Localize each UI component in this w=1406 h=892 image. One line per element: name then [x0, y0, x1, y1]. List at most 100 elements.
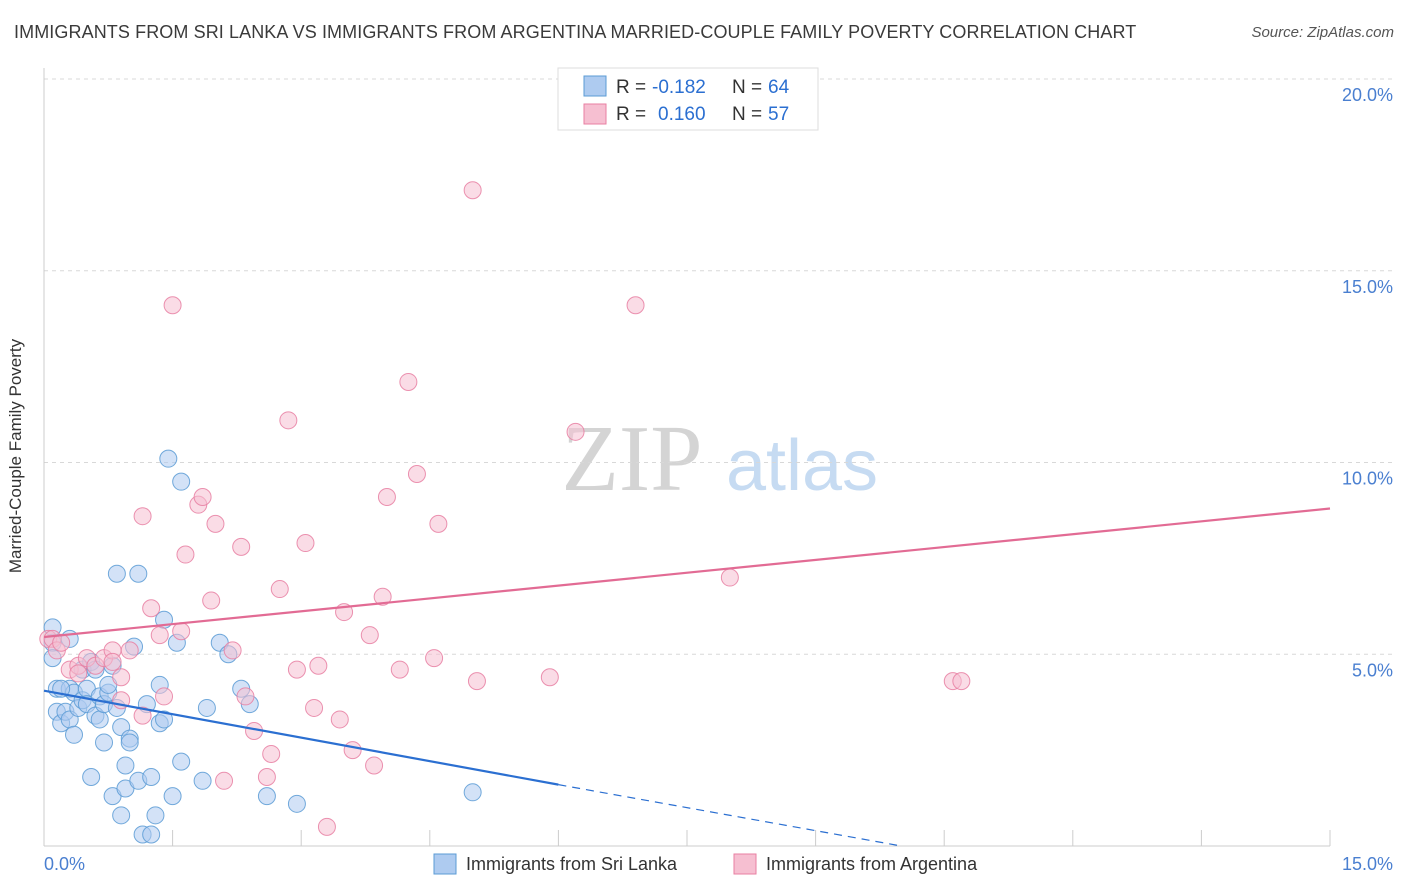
sri-lanka-point-35 [120, 733, 139, 752]
sri-lanka-point-41 [142, 767, 161, 786]
argentina-point-55 [540, 668, 559, 687]
argentina-point-54 [467, 672, 486, 691]
trend-line-sri-lanka [43, 689, 559, 786]
argentina-point-14 [120, 641, 139, 660]
legend-r-label-1: R = [616, 77, 646, 98]
sri-lanka-point-22 [95, 733, 114, 752]
argentina-point-56 [566, 422, 585, 441]
argentina-point-49 [399, 372, 418, 391]
sri-lanka-point-51 [172, 472, 191, 491]
argentina-point-32 [257, 767, 276, 786]
argentina-point-21 [172, 622, 191, 641]
series-argentina-points [39, 181, 971, 836]
argentina-point-57 [626, 296, 645, 315]
legend-n-value-1: 64 [768, 77, 790, 98]
argentina-point-33 [262, 744, 281, 763]
argentina-point-15 [133, 706, 152, 725]
sri-lanka-point-21 [90, 710, 109, 729]
argentina-point-43 [343, 741, 362, 760]
argentina-point-60 [952, 672, 971, 691]
y-tick-label-1: 10.0% [1342, 469, 1393, 489]
legend-swatch-sri-lanka [583, 75, 607, 97]
sri-lanka-point-49 [163, 787, 182, 806]
sri-lanka-point-10 [65, 725, 84, 744]
sri-lanka-point-42 [142, 825, 161, 844]
argentina-point-26 [206, 514, 225, 533]
argentina-point-53 [463, 181, 482, 200]
sri-lanka-point-43 [146, 806, 165, 825]
argentina-point-18 [150, 626, 169, 645]
argentina-point-34 [270, 580, 289, 599]
legend-r-value-2: 0.160 [658, 104, 706, 125]
argentina-point-50 [407, 465, 426, 484]
legend-swatch-argentina [583, 103, 607, 125]
argentina-point-6 [69, 664, 88, 683]
trend-lines [43, 507, 1331, 847]
sri-lanka-point-52 [172, 752, 191, 771]
sri-lanka-point-28 [107, 564, 126, 583]
sri-lanka-point-53 [193, 771, 212, 790]
trend-line-argentina [43, 507, 1331, 639]
chart-title: IMMIGRANTS FROM SRI LANKA VS IMMIGRANTS … [14, 22, 1137, 42]
argentina-point-27 [215, 771, 234, 790]
argentina-point-41 [330, 710, 349, 729]
argentina-point-51 [425, 649, 444, 668]
legend-n-label-1: N = [732, 77, 762, 98]
argentina-point-58 [720, 568, 739, 587]
sri-lanka-point-54 [197, 698, 216, 717]
bottom-legend-swatch-sri-lanka [433, 853, 457, 875]
y-tick-label-2: 15.0% [1342, 277, 1393, 297]
legend-r-label-2: R = [616, 104, 646, 125]
source-label: Source: ZipAtlas.com [1251, 24, 1394, 41]
argentina-point-16 [133, 507, 152, 526]
argentina-point-19 [155, 687, 174, 706]
argentina-point-48 [390, 660, 409, 679]
sri-lanka-point-47 [155, 710, 174, 729]
series-legend: Immigrants from Sri Lanka Immigrants fro… [433, 853, 978, 875]
legend-r-value-1: -0.182 [652, 77, 706, 98]
sri-lanka-point-30 [112, 806, 131, 825]
argentina-point-35 [279, 411, 298, 430]
sri-lanka-point-60 [287, 794, 306, 813]
sri-lanka-point-48 [159, 449, 178, 468]
gridlines [44, 78, 1394, 655]
argentina-point-40 [317, 817, 336, 836]
y-tick-label-0: 5.0% [1352, 660, 1393, 680]
argentina-point-24 [193, 488, 212, 507]
x-tick-label-0: 0.0% [44, 854, 85, 874]
x-tick-label-1: 15.0% [1342, 854, 1393, 874]
argentina-point-47 [377, 488, 396, 507]
argentina-point-39 [309, 656, 328, 675]
argentina-point-29 [232, 537, 251, 556]
bottom-legend-label-argentina: Immigrants from Argentina [766, 854, 978, 874]
argentina-point-37 [296, 534, 315, 553]
stats-legend: R = -0.182 N = 64 R = 0.160 N = 57 [557, 67, 819, 131]
trend-line-sri-lanka-extension [558, 784, 902, 847]
sri-lanka-point-33 [116, 756, 135, 775]
argentina-point-52 [429, 514, 448, 533]
argentina-point-17 [142, 599, 161, 618]
argentina-point-36 [287, 660, 306, 679]
bottom-legend-label-sri-lanka: Immigrants from Sri Lanka [466, 854, 678, 874]
watermark-zip: ZIP [562, 407, 703, 511]
argentina-point-44 [360, 626, 379, 645]
sri-lanka-point-59 [257, 787, 276, 806]
argentina-point-22 [176, 545, 195, 564]
argentina-point-20 [163, 296, 182, 315]
argentina-point-13 [112, 668, 131, 687]
argentina-point-46 [373, 587, 392, 606]
argentina-point-30 [236, 687, 255, 706]
argentina-point-45 [365, 756, 384, 775]
watermark-atlas: atlas [726, 426, 878, 506]
sri-lanka-point-17 [82, 767, 101, 786]
sri-lanka-point-61 [463, 783, 482, 802]
legend-n-value-2: 57 [768, 104, 789, 125]
y-tick-label-3: 20.0% [1342, 85, 1393, 105]
bottom-legend-swatch-argentina [733, 853, 757, 875]
argentina-point-25 [202, 591, 221, 610]
legend-n-label-2: N = [732, 104, 762, 125]
argentina-point-11 [103, 652, 122, 671]
tick-labels: 5.0% 10.0% 15.0% 20.0% 0.0% 15.0% [44, 85, 1393, 874]
sri-lanka-point-37 [129, 564, 148, 583]
